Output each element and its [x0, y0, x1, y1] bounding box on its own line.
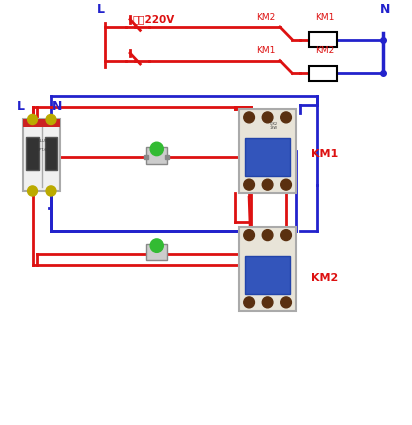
- Circle shape: [244, 230, 255, 241]
- Text: KM1: KM1: [311, 149, 338, 159]
- Bar: [23, 119, 60, 191]
- Text: KM2: KM2: [316, 46, 335, 55]
- Circle shape: [262, 297, 273, 308]
- Circle shape: [262, 179, 273, 190]
- Circle shape: [281, 230, 291, 241]
- Text: N: N: [379, 3, 390, 17]
- Text: N: N: [52, 100, 62, 113]
- Bar: [239, 109, 296, 193]
- Circle shape: [46, 186, 56, 196]
- Circle shape: [244, 179, 255, 190]
- Circle shape: [244, 112, 255, 123]
- Circle shape: [244, 297, 255, 308]
- Text: KM2: KM2: [256, 12, 275, 22]
- Text: L: L: [97, 3, 105, 17]
- Text: L: L: [17, 100, 25, 113]
- Bar: [45, 137, 57, 170]
- Bar: [26, 137, 39, 170]
- Circle shape: [150, 239, 163, 252]
- Text: BRLUX: BRLUX: [35, 139, 49, 143]
- Circle shape: [281, 112, 291, 123]
- Text: KM2: KM2: [311, 273, 338, 283]
- Circle shape: [46, 114, 56, 125]
- Circle shape: [281, 297, 291, 308]
- Bar: [245, 256, 290, 294]
- Circle shape: [150, 142, 163, 156]
- Bar: [146, 244, 167, 261]
- Bar: [146, 147, 167, 164]
- Circle shape: [281, 179, 291, 190]
- Text: CJX2
18W: CJX2 18W: [269, 122, 277, 130]
- Bar: [245, 139, 290, 176]
- Bar: [309, 66, 337, 81]
- Bar: [23, 119, 60, 127]
- Text: KM1: KM1: [316, 12, 335, 22]
- Text: DBPT-63: DBPT-63: [34, 147, 50, 152]
- Circle shape: [28, 186, 37, 196]
- Circle shape: [262, 230, 273, 241]
- Bar: [239, 227, 296, 311]
- Circle shape: [28, 114, 37, 125]
- Circle shape: [262, 112, 273, 123]
- Text: KM1: KM1: [256, 46, 275, 55]
- Bar: [309, 32, 337, 47]
- Text: 交流220V: 交流220V: [132, 14, 174, 24]
